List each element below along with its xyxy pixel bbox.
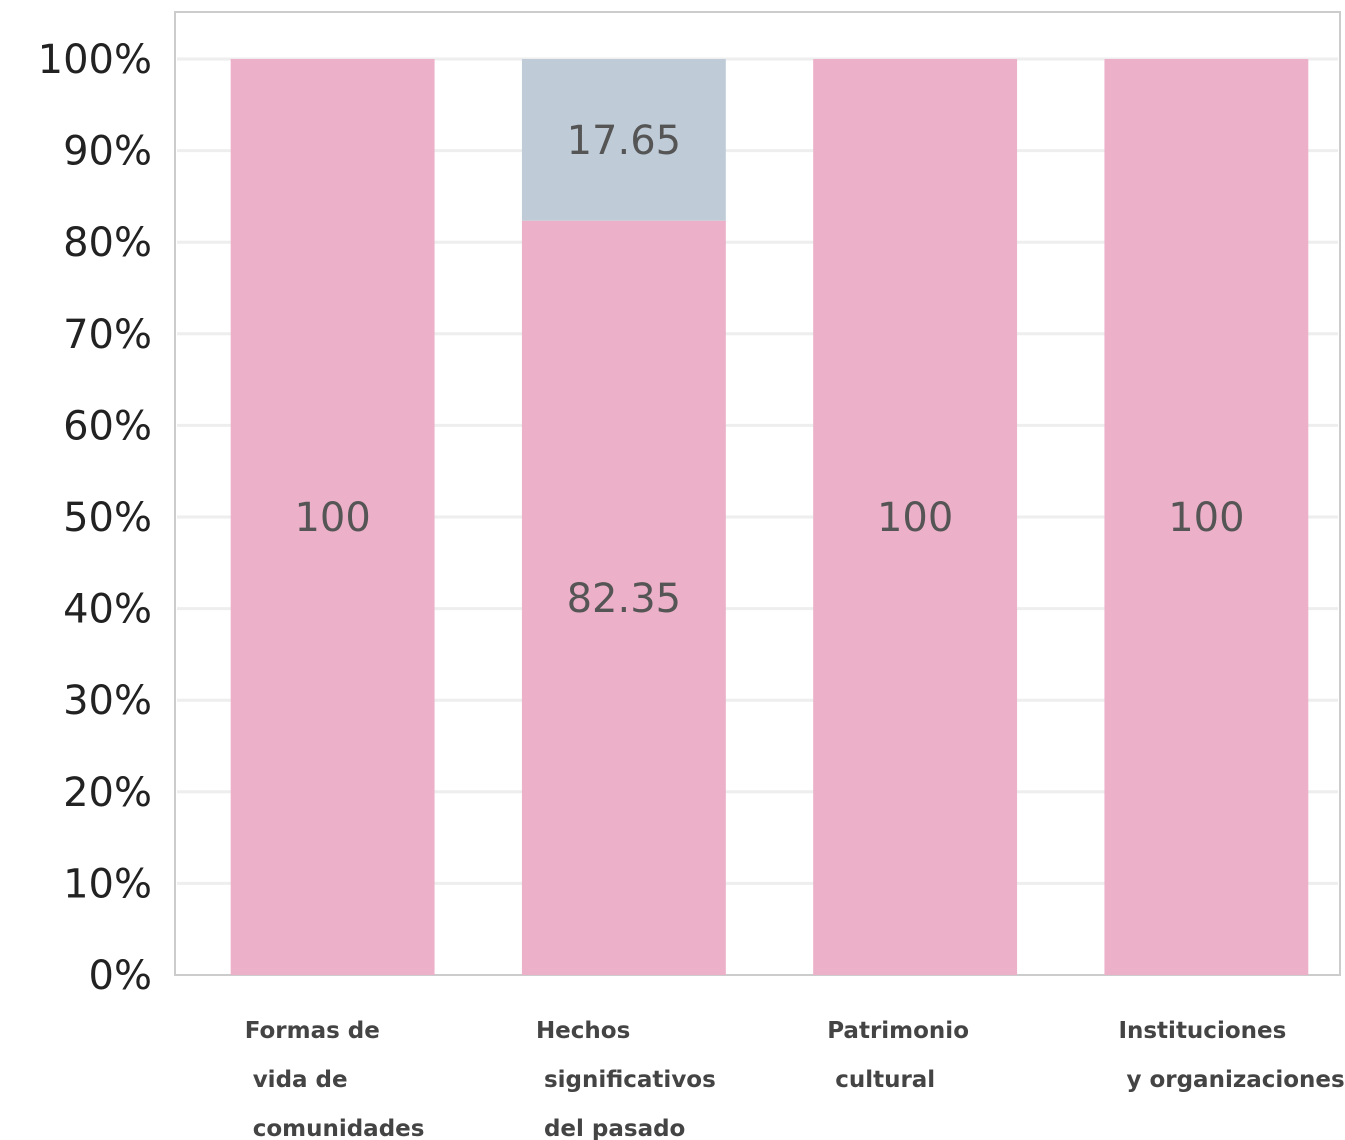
bar-segment-series-2 xyxy=(521,59,726,221)
bar-segment-series-1 xyxy=(1104,59,1309,975)
y-tick-label: 20% xyxy=(63,770,152,816)
data-label: 100 xyxy=(294,495,370,541)
data-label: 100 xyxy=(877,495,953,541)
y-tick-label: 90% xyxy=(63,129,152,175)
y-tick-label: 0% xyxy=(89,953,152,999)
data-labels: 100 82.35 17.65 100 100 xyxy=(294,118,1244,622)
y-tick-label: 60% xyxy=(63,403,152,449)
bars xyxy=(230,59,1309,975)
y-tick-label: 100% xyxy=(38,37,152,83)
y-tick-label: 10% xyxy=(63,861,152,907)
data-label: 100 xyxy=(1168,495,1244,541)
bar-segment-series-1 xyxy=(813,59,1018,975)
y-tick-label: 30% xyxy=(63,678,152,724)
x-category-label: Instituciones y organizaciones xyxy=(1118,1018,1344,1093)
data-label: 17.65 xyxy=(567,118,682,164)
y-tick-label: 70% xyxy=(63,312,152,358)
x-category-label: Patrimonio cultural xyxy=(827,1018,969,1093)
y-tick-label: 40% xyxy=(63,587,152,633)
x-category-label: Formas de vida de comunidades xyxy=(245,1018,425,1140)
y-tick-label: 80% xyxy=(63,220,152,266)
y-axis-tick-labels: 0% 10% 20% 30% 40% 50% 60% 70% 80% 90% 100% xyxy=(38,37,152,999)
bar-segment-series-1 xyxy=(230,59,435,975)
x-category-label: Hechos significativos del pasado xyxy=(536,1018,716,1140)
y-tick-label: 50% xyxy=(63,495,152,541)
x-axis-category-labels: Formas de vida de comunidades Hechos signifi… xyxy=(245,1018,1345,1140)
bar-segment-series-1 xyxy=(521,220,726,975)
data-label: 82.35 xyxy=(567,576,682,622)
